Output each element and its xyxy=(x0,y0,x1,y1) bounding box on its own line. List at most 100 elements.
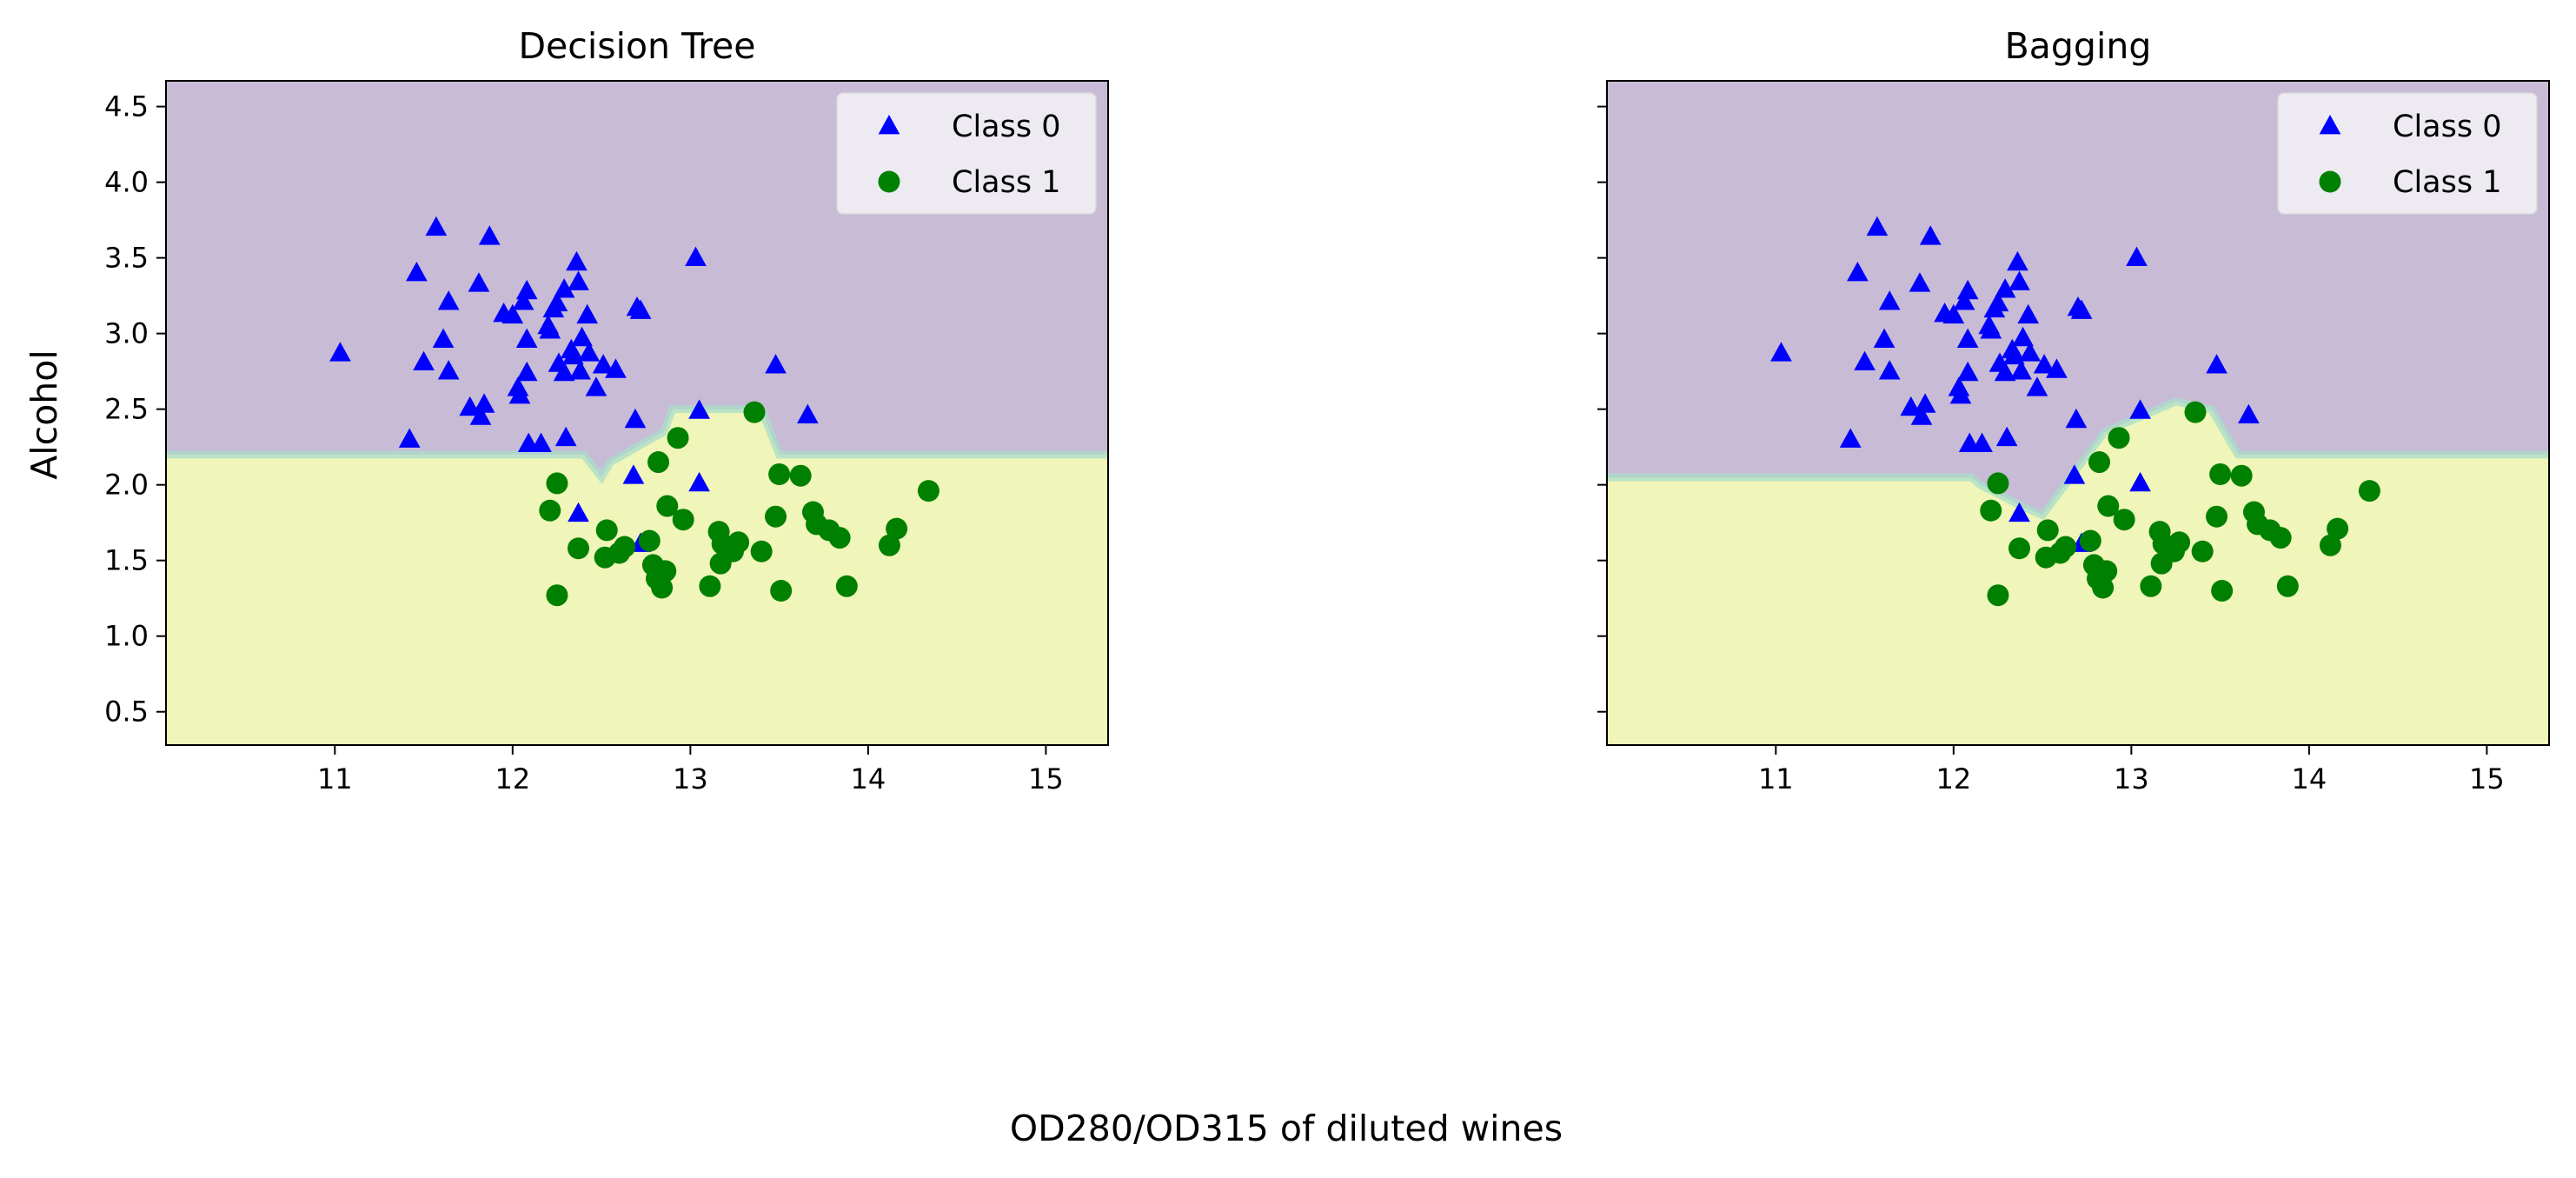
class-1-point xyxy=(654,560,677,582)
class-0-point xyxy=(2019,342,2042,362)
legend-label: Class 0 xyxy=(2393,110,2501,144)
data-points xyxy=(329,216,939,607)
panel-title: Bagging xyxy=(2005,25,2152,67)
class-0-point xyxy=(478,225,501,245)
class-0-point xyxy=(566,250,588,271)
y-tick-label: 3.5 xyxy=(104,242,149,275)
class-0-point xyxy=(1956,328,1979,348)
class-0-point xyxy=(1994,278,2016,298)
x-tick-label: 13 xyxy=(673,762,708,795)
class-0-point xyxy=(688,471,710,492)
class-0-point xyxy=(622,464,645,484)
class-1-point xyxy=(2092,576,2115,599)
class-0-point xyxy=(1770,342,1792,362)
class-0-point xyxy=(1878,360,1901,380)
legend-box xyxy=(2277,92,2538,215)
class-0-point xyxy=(539,319,561,339)
legend-triangle-icon xyxy=(878,115,900,135)
class-1-point xyxy=(835,575,858,597)
class-0-point xyxy=(2026,376,2048,396)
class-0-point xyxy=(2007,250,2028,271)
class-1-point xyxy=(2113,509,2135,531)
class-0-point xyxy=(437,290,460,310)
class-1-point xyxy=(672,509,694,531)
class-1-point xyxy=(2276,575,2299,597)
class-1-point xyxy=(1980,499,2002,522)
class-1-point xyxy=(2184,401,2207,423)
class-1-point xyxy=(2097,495,2120,517)
class-1-point xyxy=(638,529,661,552)
class-1-point xyxy=(699,575,721,597)
class-0-point xyxy=(515,328,538,348)
class-0-point xyxy=(2010,360,2032,380)
class-0-point xyxy=(2126,246,2148,266)
class-1-point xyxy=(2108,427,2130,449)
class-0-point xyxy=(1909,272,1931,292)
x-tick-label: 12 xyxy=(1935,762,1971,795)
class-0-point xyxy=(508,383,531,404)
class-0-point xyxy=(592,354,614,374)
class-0-point xyxy=(629,299,652,319)
class-0-point xyxy=(1878,290,1901,310)
class-0-point xyxy=(2206,354,2227,374)
class-0-point xyxy=(605,358,627,378)
class-0-point xyxy=(437,360,460,380)
class-0-point xyxy=(515,279,538,300)
class-0-point xyxy=(562,344,584,365)
class-0-point xyxy=(1866,216,1889,236)
panel-title: Decision Tree xyxy=(518,25,755,67)
legend-triangle-icon xyxy=(2319,115,2341,135)
class-1-point xyxy=(2230,464,2253,487)
class-1-point xyxy=(2319,534,2341,556)
class-1-point xyxy=(568,537,590,560)
class-1-point xyxy=(727,531,750,554)
x-tick-label: 11 xyxy=(1758,762,1794,795)
class-0-point xyxy=(2129,399,2151,419)
class-0-point xyxy=(553,278,575,298)
decision-boundary xyxy=(166,405,1108,484)
class-1-point xyxy=(2269,527,2292,549)
class-0-point xyxy=(2033,354,2055,374)
x-tick-label: 13 xyxy=(2114,762,2149,795)
class-0-point xyxy=(2046,358,2068,378)
class-1-point xyxy=(2140,575,2162,597)
class-1-point xyxy=(2079,529,2101,552)
class-1-region xyxy=(166,409,1108,745)
data-points xyxy=(1770,216,2380,607)
class-0-point xyxy=(2017,303,2040,324)
class-0-point xyxy=(473,393,495,413)
class-0-point xyxy=(568,502,589,522)
y-tick-label: 4.5 xyxy=(104,90,149,123)
y-tick-label: 2.5 xyxy=(104,393,149,426)
class-0-point xyxy=(1987,291,2009,312)
legend-box xyxy=(836,92,1097,215)
y-tick-label: 0.5 xyxy=(104,695,149,729)
class-1-point xyxy=(886,517,908,540)
class-0-point xyxy=(685,246,707,266)
class-1-point xyxy=(2211,579,2234,602)
legend: Class 0 Class 1 xyxy=(836,92,1097,215)
class-0-point xyxy=(1995,426,2018,447)
class-0-point xyxy=(1914,393,1936,413)
legend-label: Class 0 xyxy=(952,110,1060,144)
class-0-point xyxy=(425,216,448,236)
class-1-point xyxy=(1987,584,2009,607)
class-0-point xyxy=(1949,383,1972,404)
class-0-point xyxy=(553,361,575,382)
x-tick-label: 15 xyxy=(1028,762,1064,795)
class-1-point xyxy=(2036,519,2059,542)
y-tick-label: 4.0 xyxy=(104,166,149,199)
class-0-point xyxy=(1942,303,1965,324)
y-tick-label: 3.0 xyxy=(104,317,149,350)
class-0-point xyxy=(2012,326,2034,347)
class-1-point xyxy=(2055,536,2077,558)
class-0-point xyxy=(796,403,819,423)
x-tick-label: 15 xyxy=(2469,762,2505,795)
class-1-point xyxy=(750,540,773,562)
axes-frame xyxy=(1606,80,2550,746)
class-1-point xyxy=(2358,480,2380,502)
legend: Class 0 Class 1 xyxy=(2277,92,2538,215)
class-1-point xyxy=(2168,531,2191,554)
class-0-point xyxy=(1980,319,2002,339)
class-1-point xyxy=(656,495,679,517)
